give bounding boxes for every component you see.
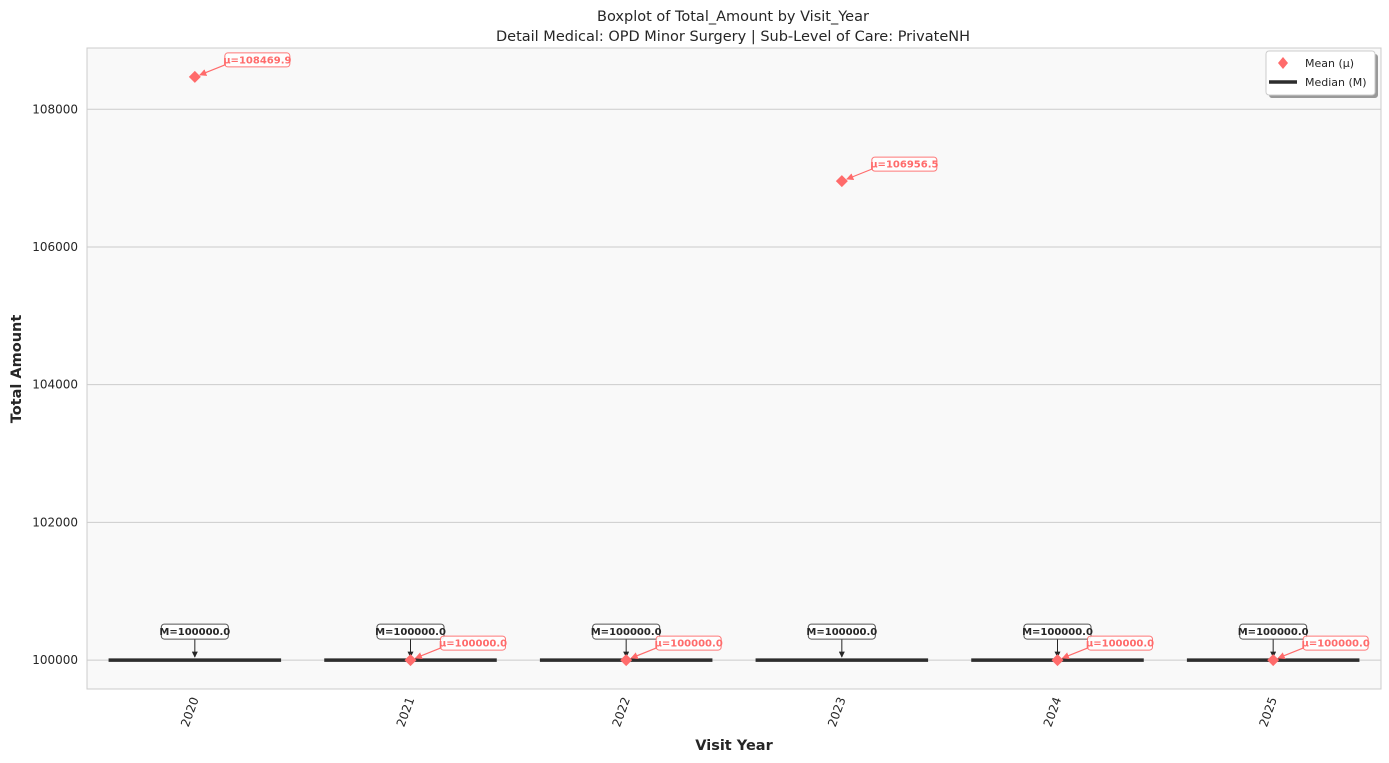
x-axis-ticks: 2020 2021 2022 2023 2024 2025 bbox=[178, 695, 1280, 728]
x-tick-label: 2024 bbox=[1041, 695, 1065, 728]
legend-mean-marker bbox=[1278, 57, 1288, 69]
median-annotation-box bbox=[1239, 623, 1308, 640]
mean-marker bbox=[404, 654, 417, 667]
chart-subtitle: Detail Medical: OPD Minor Surgery | Sub-… bbox=[496, 29, 970, 45]
mean-marker bbox=[1051, 654, 1064, 667]
x-tick-label: 2021 bbox=[394, 695, 418, 728]
x-tick-label: 2022 bbox=[609, 695, 633, 728]
legend-median-label: Median (M) bbox=[1305, 76, 1367, 89]
mean-annotation-arrow bbox=[846, 168, 873, 181]
median-annotation-box bbox=[807, 623, 876, 640]
median-annotation-box bbox=[376, 623, 445, 640]
median-annotation-box bbox=[160, 623, 229, 640]
y-axis-ticks: 100000 102000 104000 106000 108000 bbox=[32, 102, 78, 667]
median-annotation-label: M=100000.0 bbox=[806, 627, 877, 638]
mean-annotation-label: μ=100000.0 bbox=[655, 639, 723, 650]
x-tick-label: 2023 bbox=[825, 695, 849, 728]
y-tick-label: 102000 bbox=[32, 515, 78, 529]
median-annotation-box bbox=[1023, 623, 1092, 640]
median-annotation-label: M=100000.0 bbox=[1238, 627, 1309, 638]
mean-annotation-box bbox=[224, 52, 291, 68]
mean-annotation-box bbox=[1087, 635, 1153, 651]
mean-marker bbox=[1267, 654, 1280, 667]
y-axis-label: Total Amount bbox=[9, 315, 25, 424]
median-annotation-box bbox=[592, 623, 661, 640]
median-annotation-label: M=100000.0 bbox=[1022, 627, 1093, 638]
mean-annotation-arrow bbox=[1061, 647, 1088, 660]
mean-marker bbox=[188, 70, 201, 83]
mean-annotation-arrow bbox=[1277, 647, 1304, 660]
legend-box bbox=[1265, 50, 1376, 96]
mean-annotation-label: μ=100000.0 bbox=[1086, 639, 1154, 650]
x-tick-label: 2020 bbox=[178, 695, 202, 728]
box-marks: M=100000.0μ=108469.9M=100000.0μ=100000.0… bbox=[108, 52, 1370, 667]
mean-marker bbox=[835, 175, 848, 188]
mean-annotation-arrow bbox=[630, 647, 657, 660]
mean-annotation-arrow bbox=[414, 647, 441, 660]
mean-annotation-box bbox=[1302, 635, 1369, 651]
mean-annotation-box bbox=[655, 635, 722, 651]
mean-annotation-box bbox=[440, 635, 506, 651]
median-annotation-label: M=100000.0 bbox=[591, 627, 662, 638]
y-tick-label: 100000 bbox=[32, 653, 78, 667]
mean-marker bbox=[620, 654, 633, 667]
mean-annotation-box bbox=[871, 156, 938, 172]
x-axis-label: Visit Year bbox=[695, 738, 773, 754]
legend: Mean (μ) Median (M) bbox=[1265, 50, 1378, 98]
median-annotation-label: M=100000.0 bbox=[159, 627, 230, 638]
mean-annotation-arrow bbox=[199, 64, 226, 76]
y-tick-label: 108000 bbox=[32, 102, 78, 116]
mean-annotation-label: μ=106956.5 bbox=[870, 160, 938, 171]
x-tick-label: 2025 bbox=[1256, 695, 1280, 728]
chart-title: Boxplot of Total_Amount by Visit_Year bbox=[597, 9, 869, 25]
mean-annotation-label: μ=108469.9 bbox=[223, 55, 291, 66]
plot-area bbox=[86, 47, 1382, 690]
mean-annotation-label: μ=100000.0 bbox=[1302, 639, 1370, 650]
y-tick-label: 104000 bbox=[32, 378, 78, 392]
legend-mean-label: Mean (μ) bbox=[1305, 57, 1354, 70]
mean-annotation-label: μ=100000.0 bbox=[439, 639, 507, 650]
grid-lines bbox=[87, 108, 1381, 661]
y-tick-label: 106000 bbox=[32, 240, 78, 254]
median-annotation-label: M=100000.0 bbox=[375, 627, 446, 638]
